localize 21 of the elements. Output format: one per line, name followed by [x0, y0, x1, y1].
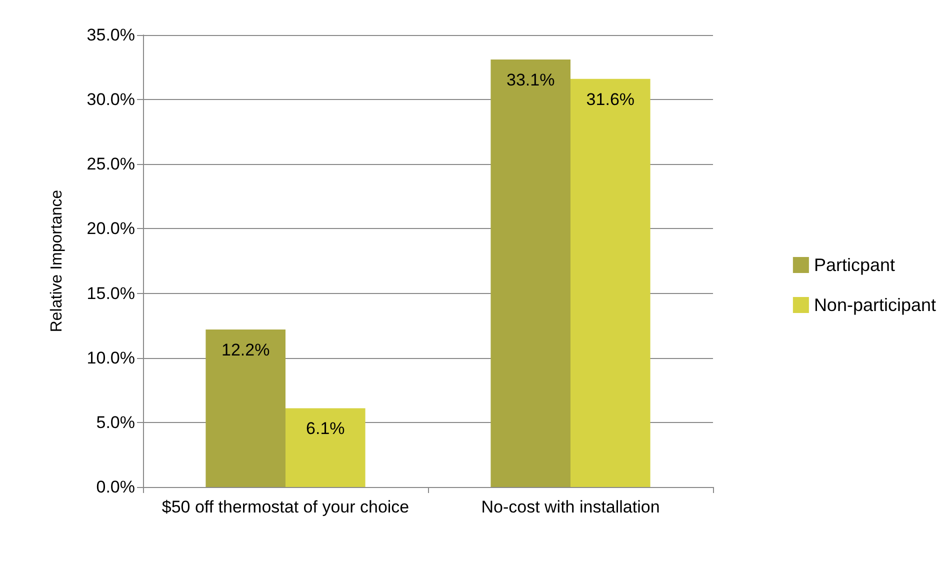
y-tick-label: 0.0% [96, 478, 135, 496]
legend-label: Non-participant [814, 295, 936, 315]
x-tick-label: $50 off thermostat of your choice [162, 498, 410, 516]
data-label: 33.1% [506, 70, 555, 90]
legend-label: Particpant [814, 255, 895, 275]
bar [286, 408, 366, 487]
y-tick-label: 15.0% [86, 284, 135, 303]
bar [570, 78, 650, 487]
x-tick-label: No-cost with installation [481, 498, 660, 516]
y-tick-label: 20.0% [86, 219, 135, 238]
bar [490, 60, 570, 487]
data-label: 31.6% [586, 90, 634, 109]
y-tick-label: 30.0% [86, 90, 135, 110]
y-axis-title: Relative Importance [48, 190, 66, 332]
data-label: 6.1% [306, 419, 345, 438]
y-tick-label: 35.0% [86, 26, 135, 44]
data-label: 12.2% [222, 340, 270, 360]
bar [206, 329, 286, 487]
y-tick-label: 5.0% [96, 412, 135, 432]
y-tick-label: 10.0% [86, 348, 135, 368]
y-tick-label: 25.0% [86, 154, 135, 174]
